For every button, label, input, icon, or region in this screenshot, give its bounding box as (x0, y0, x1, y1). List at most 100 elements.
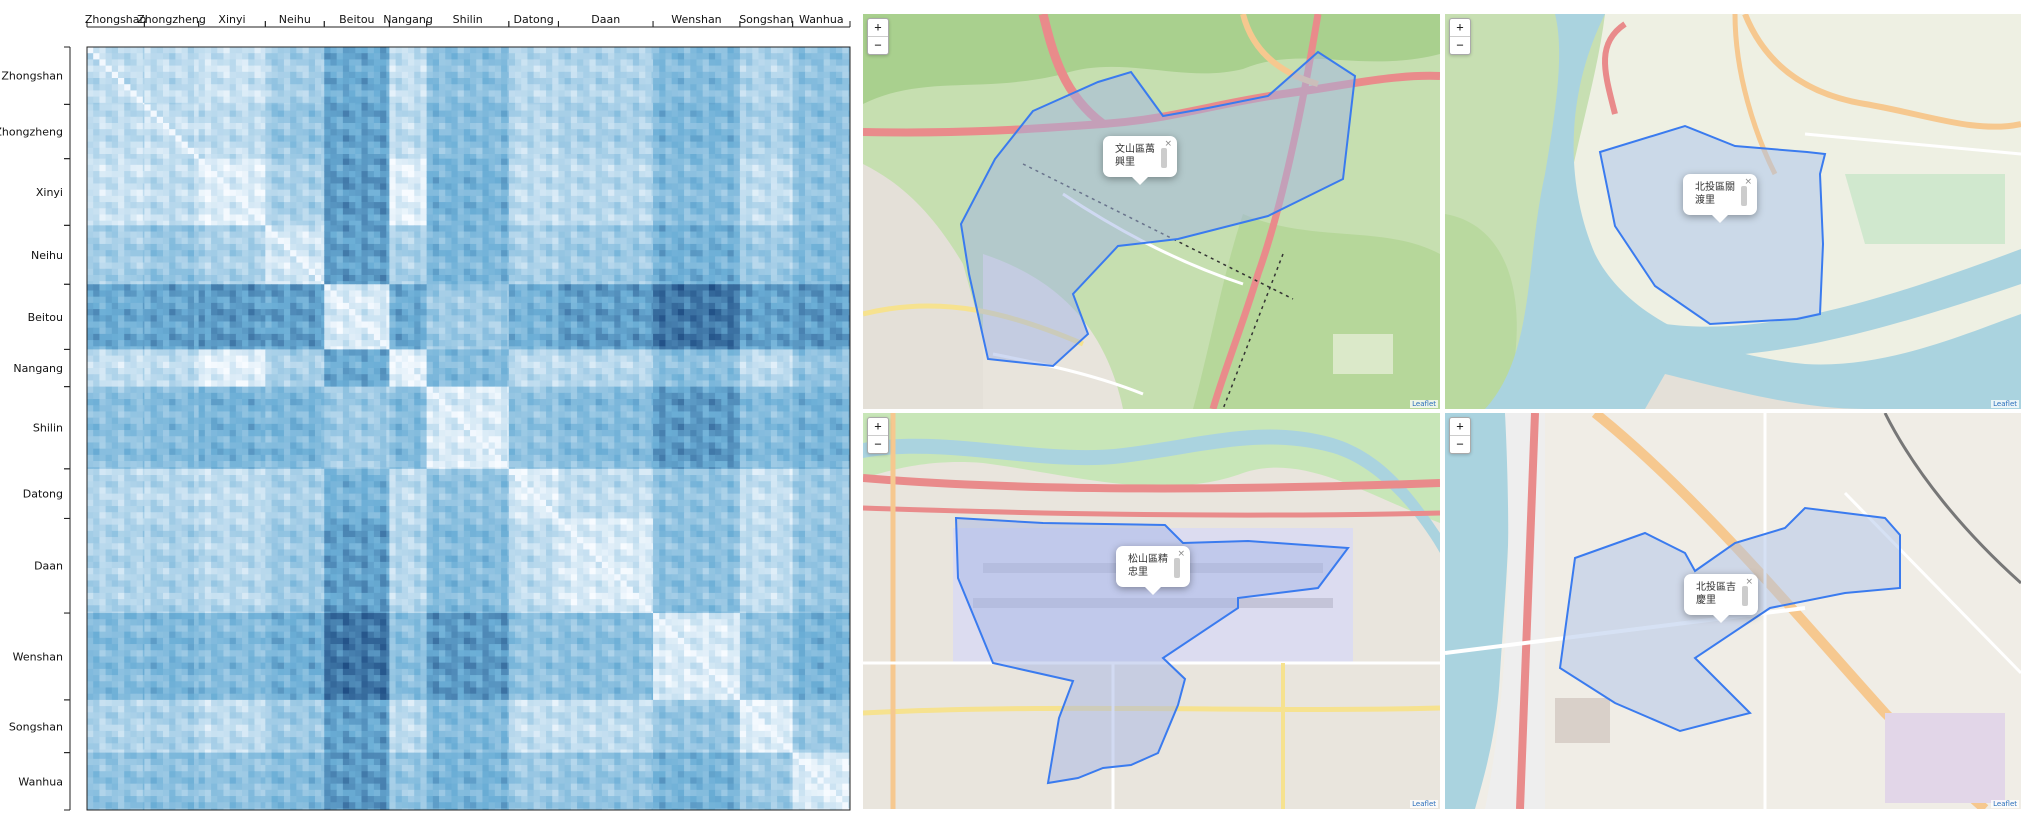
heatmap-cell (118, 189, 125, 197)
heatmap-cell (99, 281, 107, 285)
heatmap-cell (739, 141, 747, 149)
heatmap-cell (533, 122, 541, 130)
heatmap-cell (271, 158, 279, 166)
heatmap-cell (515, 116, 522, 124)
heatmap-cell (521, 59, 528, 67)
heatmap-cell (254, 102, 262, 105)
heatmap-cell (87, 164, 94, 172)
heatmap-cell (552, 262, 559, 270)
heatmap-cell (260, 147, 266, 155)
heatmap-cell (715, 237, 722, 245)
heatmap-cell (811, 202, 818, 209)
heatmap-cell (494, 214, 502, 222)
heatmap-cell (527, 171, 535, 178)
heatmap-cell (144, 202, 151, 209)
heatmap-cell (420, 262, 428, 270)
heatmap-cell (470, 53, 477, 60)
heatmap-cell (739, 208, 747, 215)
heatmap-cell (570, 231, 578, 239)
heatmap-cell (539, 171, 547, 178)
heatmap-cell (242, 237, 249, 245)
heatmap-cell (265, 65, 272, 73)
heatmap-cell (342, 225, 350, 232)
heatmap-cell (290, 231, 297, 239)
heatmap-cell (463, 274, 471, 282)
heatmap-cell (361, 220, 369, 226)
heatmap-cell (130, 164, 138, 172)
heatmap-cell (463, 47, 471, 54)
heatmap-cell (283, 250, 291, 257)
heatmap-cell (389, 281, 397, 285)
heatmap-cell (349, 102, 356, 105)
heatmap-cell (308, 141, 316, 149)
heatmap-cell (283, 122, 291, 130)
heatmap-cell (595, 78, 603, 85)
heatmap-cell (508, 208, 516, 215)
heatmap-cell (194, 189, 200, 197)
heatmap-cell (805, 71, 812, 79)
heatmap-cell (242, 268, 249, 276)
heatmap-cell (211, 104, 218, 111)
heatmap-cell (451, 250, 459, 257)
heatmap-cell (739, 129, 747, 136)
heatmap-cell (420, 183, 428, 191)
heatmap-cell (330, 274, 338, 282)
heatmap-cell (463, 189, 471, 197)
heatmap-cell (194, 164, 200, 172)
heatmap-cell (296, 231, 303, 239)
heatmap-cell (533, 96, 541, 104)
heatmap-cell (414, 171, 421, 178)
heatmap-cell (314, 250, 322, 257)
heatmap-cell (589, 243, 597, 251)
heatmap-cell (420, 116, 428, 124)
heatmap-cell (217, 135, 224, 142)
heatmap-cell (395, 208, 403, 215)
heatmap-cell (552, 71, 559, 79)
heatmap-cell (848, 183, 851, 191)
heatmap-cell (162, 141, 170, 149)
heatmap-cell (515, 208, 522, 215)
heatmap-cell (546, 110, 553, 118)
heatmap-cell (632, 268, 640, 276)
heatmap-cell (271, 84, 279, 91)
heatmap-cell (533, 65, 541, 73)
heatmap-cell (488, 274, 496, 282)
heatmap-cell (702, 274, 710, 282)
heatmap-cell (260, 78, 266, 85)
heatmap-cell (721, 84, 728, 91)
heatmap-cell (601, 90, 609, 98)
heatmap-cell (217, 141, 224, 149)
heatmap-cell (169, 96, 176, 104)
heatmap-cell (626, 154, 634, 160)
heatmap-cell (217, 225, 224, 232)
heatmap-cell (314, 281, 322, 285)
heatmap-cell (521, 110, 528, 118)
heatmap-cell (386, 59, 390, 67)
heatmap-cell (162, 53, 170, 60)
heatmap-cell (187, 53, 195, 60)
heatmap-cell (395, 129, 403, 136)
heatmap-cell (290, 47, 297, 54)
heatmap-cell (308, 158, 316, 166)
heatmap-cell (408, 147, 415, 155)
heatmap-cell (539, 104, 547, 111)
heatmap-cell (463, 135, 471, 142)
heatmap-cell (690, 122, 697, 130)
heatmap-cell (645, 171, 652, 178)
heatmap-cell (659, 154, 666, 160)
heatmap-cell (296, 202, 303, 209)
heatmap-cell (792, 90, 800, 98)
heatmap-cell (144, 189, 151, 197)
heatmap-cell (764, 110, 772, 118)
heatmap-cell (420, 47, 428, 54)
heatmap-cell (229, 47, 237, 54)
heatmap-cell (653, 71, 660, 79)
heatmap-cell (144, 243, 151, 251)
heatmap-cell (242, 53, 249, 60)
heatmap-cell (589, 231, 597, 239)
heatmap-cell (764, 202, 772, 209)
heatmap-cell (142, 195, 145, 203)
heatmap-cell (546, 268, 553, 276)
heatmap-cell (162, 47, 170, 54)
heatmap-cell (254, 122, 262, 130)
